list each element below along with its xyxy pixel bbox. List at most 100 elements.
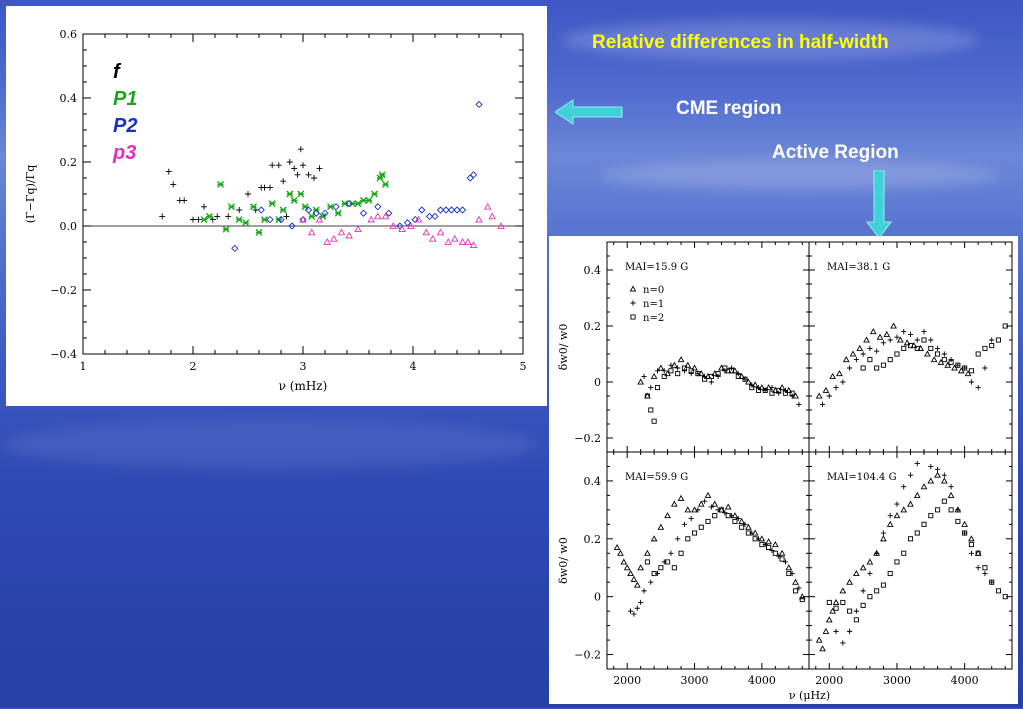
data-point — [297, 190, 305, 198]
panel-2: MAI=38.1 G — [808, 241, 1013, 453]
data-point — [378, 171, 386, 179]
data-point — [826, 599, 832, 605]
data-point — [769, 385, 775, 391]
data-point — [1002, 594, 1008, 600]
data-point — [365, 196, 373, 204]
data-point — [688, 515, 694, 522]
data-point — [894, 559, 900, 565]
data-point — [681, 365, 687, 371]
data-point — [651, 418, 657, 424]
data-point — [453, 206, 461, 214]
data-point — [651, 570, 657, 577]
data-point — [789, 393, 795, 399]
half-width-chart-panel: 1 2 3 4 5 0.6 0.4 0.2 0.0 −0.2 −0.4 ν (mHz) (Γ−Γq)/Γ… — [6, 6, 547, 406]
data-point — [947, 491, 955, 498]
background-cloud — [600, 160, 1000, 190]
data-point — [859, 564, 867, 571]
data-point — [644, 549, 651, 556]
data-point — [755, 385, 762, 391]
data-point — [337, 228, 346, 236]
data-point — [927, 477, 935, 484]
data-point — [847, 365, 853, 371]
data-point — [283, 213, 290, 220]
data-point — [874, 550, 880, 556]
data-point — [290, 196, 298, 204]
data-point — [315, 215, 324, 223]
legend-entry: n=1 — [630, 299, 664, 310]
data-point — [637, 564, 645, 571]
data-point — [934, 345, 941, 351]
data-point — [907, 536, 914, 542]
data-point — [661, 373, 667, 379]
data-point — [286, 190, 294, 198]
data-point — [236, 207, 243, 213]
data-point — [729, 368, 735, 374]
data-point — [842, 356, 850, 363]
data-point — [354, 225, 362, 233]
data-point — [245, 191, 251, 197]
data-point — [822, 386, 830, 393]
data-point — [796, 585, 802, 591]
data-point — [762, 387, 768, 393]
data-point — [951, 364, 958, 371]
data-point — [914, 460, 920, 467]
legend-entry: f — [113, 61, 122, 83]
data-point — [418, 206, 426, 214]
data-point — [670, 500, 678, 507]
data-point — [982, 570, 988, 577]
series-P1 — [200, 171, 389, 236]
data-point — [638, 599, 644, 606]
panel-1: 0.4 0.2 0 −0.2 MAI=15.9 G — [574, 241, 810, 453]
data-point — [688, 368, 694, 374]
data-point — [641, 373, 647, 379]
data-point — [648, 407, 654, 413]
data-point — [901, 484, 907, 490]
data-point — [715, 371, 721, 377]
data-point — [989, 337, 995, 343]
y-tick-label: 0.0 — [60, 220, 78, 233]
data-point — [708, 379, 714, 385]
data-point — [675, 536, 681, 542]
data-point — [735, 371, 741, 377]
slide-title: Relative differences in half-width — [592, 32, 889, 53]
data-point — [887, 357, 893, 363]
data-point — [330, 234, 338, 242]
data-point — [304, 206, 313, 214]
data-point — [968, 379, 974, 385]
data-point — [880, 582, 886, 588]
data-point — [705, 518, 711, 524]
series-n=2 — [860, 323, 1008, 374]
data-point — [948, 484, 954, 490]
data-point — [913, 491, 921, 498]
data-point — [650, 372, 658, 379]
panel-3: 2000 3000 4000 0.4 0.2 0 −0.2 MAI=59.9 G — [574, 451, 810, 687]
half-width-chart: 1 2 3 4 5 0.6 0.4 0.2 0.0 −0.2 −0.4 ν (mHz) (Γ−Γq)/Γ… — [24, 28, 527, 393]
data-point — [422, 228, 430, 236]
data-point — [654, 368, 661, 374]
data-point — [786, 570, 792, 577]
data-point — [708, 504, 714, 510]
data-point — [874, 365, 880, 371]
data-point — [617, 549, 624, 556]
data-point — [668, 550, 674, 556]
data-point — [968, 368, 974, 374]
y-tick-label: 0.4 — [60, 92, 78, 105]
data-point — [890, 322, 897, 329]
data-point — [359, 209, 368, 217]
data-point — [785, 564, 793, 571]
data-point — [782, 387, 789, 393]
series-p3 — [299, 202, 505, 249]
y-tick-label: −0.2 — [50, 284, 77, 297]
data-point — [269, 162, 276, 169]
data-point — [267, 184, 273, 191]
data-point — [722, 510, 728, 516]
data-point — [776, 390, 782, 396]
data-point — [170, 181, 177, 188]
data-point — [907, 500, 914, 507]
data-point — [195, 216, 202, 223]
data-point — [300, 162, 306, 169]
panel-label: MAI=104.4 G — [827, 472, 897, 483]
data-point — [297, 146, 304, 153]
data-point — [876, 333, 884, 340]
data-point — [250, 203, 257, 211]
